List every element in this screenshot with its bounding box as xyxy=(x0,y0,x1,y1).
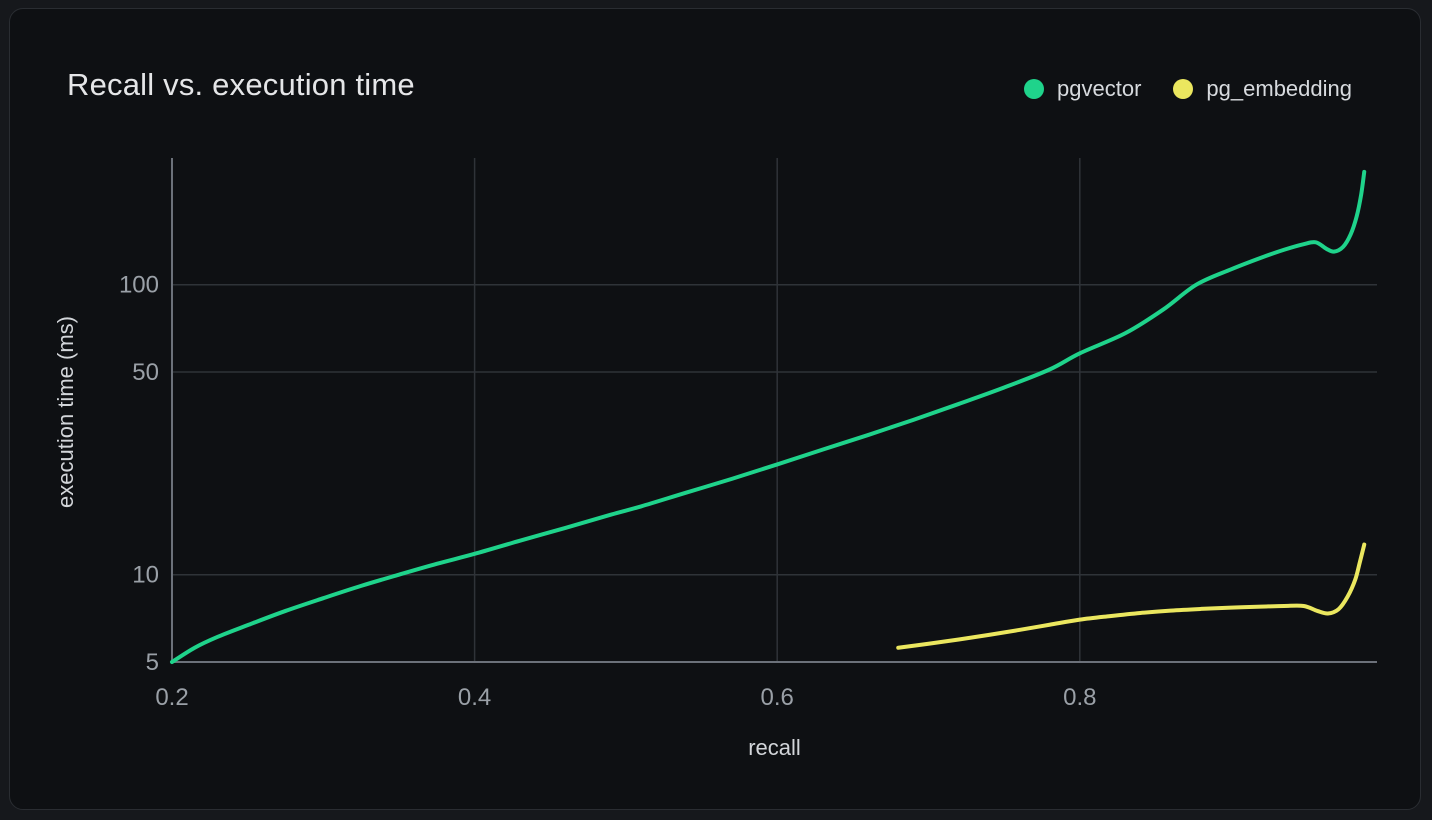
y-tick-label: 50 xyxy=(132,359,159,386)
x-tick-label: 0.2 xyxy=(155,684,188,711)
legend-item-pg-embedding[interactable]: pg_embedding xyxy=(1173,76,1352,102)
y-tick-label: 5 xyxy=(146,649,159,676)
legend: pgvector pg_embedding xyxy=(1024,76,1352,102)
x-tick-label: 0.6 xyxy=(761,684,794,711)
series-line-pg_embedding xyxy=(896,542,1367,650)
y-tick-label: 10 xyxy=(132,562,159,589)
x-tick-label: 0.4 xyxy=(458,684,491,711)
chart-card: Recall vs. execution time pgvector pg_em… xyxy=(9,8,1421,810)
y-tick-label: 100 xyxy=(119,272,159,299)
legend-item-pgvector[interactable]: pgvector xyxy=(1024,76,1141,102)
chart-title: Recall vs. execution time xyxy=(67,67,415,102)
y-axis-title: execution time (ms) xyxy=(53,316,78,508)
legend-label: pg_embedding xyxy=(1206,76,1352,101)
x-tick-label: 0.8 xyxy=(1063,684,1096,711)
legend-dot-icon xyxy=(1024,79,1045,99)
legend-dot-icon xyxy=(1173,79,1194,99)
legend-label: pgvector xyxy=(1057,76,1142,101)
series-line-pgvector xyxy=(170,169,1367,664)
x-axis-title: recall xyxy=(748,735,801,760)
